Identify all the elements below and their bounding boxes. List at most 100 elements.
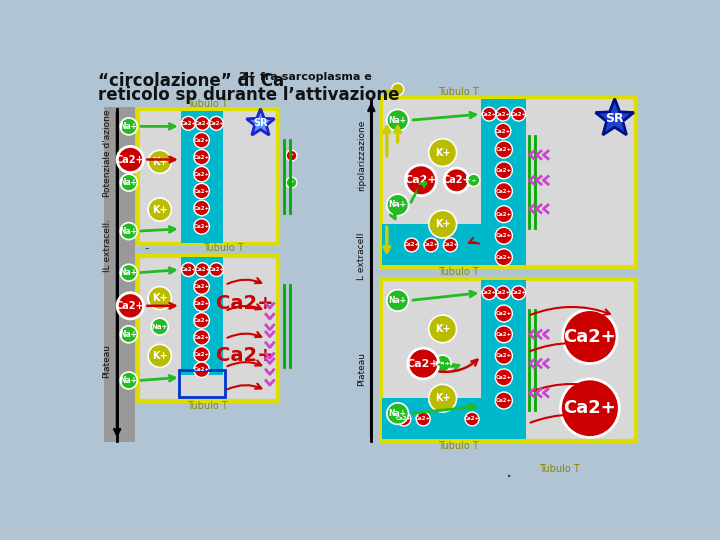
Text: Na+: Na+ xyxy=(120,227,138,235)
Text: L extracell: L extracell xyxy=(356,232,366,280)
Text: Ca2+: Ca2+ xyxy=(495,112,511,117)
Circle shape xyxy=(387,194,408,215)
Bar xyxy=(181,111,223,242)
Bar xyxy=(482,280,526,439)
Circle shape xyxy=(210,262,223,276)
Circle shape xyxy=(512,107,526,121)
Circle shape xyxy=(195,262,210,276)
Text: Ca2+: Ca2+ xyxy=(464,416,480,422)
Text: Ca2+: Ca2+ xyxy=(496,311,512,316)
Text: Ca2+: Ca2+ xyxy=(194,206,210,211)
Text: K+: K+ xyxy=(152,293,168,303)
Circle shape xyxy=(120,264,138,281)
Circle shape xyxy=(120,326,138,343)
Text: Ca2+: Ca2+ xyxy=(496,375,512,380)
Bar xyxy=(104,107,135,442)
Text: -: - xyxy=(144,241,149,254)
Text: K+: K+ xyxy=(152,157,168,167)
Text: K+: K+ xyxy=(435,219,451,229)
Circle shape xyxy=(387,403,408,424)
Text: Ca2+: Ca2+ xyxy=(495,129,511,133)
Circle shape xyxy=(444,168,469,193)
Text: “circolazione” di Ca: “circolazione” di Ca xyxy=(98,72,284,91)
Circle shape xyxy=(387,110,408,131)
Circle shape xyxy=(181,117,195,130)
Circle shape xyxy=(148,198,171,221)
Text: SR: SR xyxy=(253,118,268,129)
Text: Ca2+: Ca2+ xyxy=(496,168,512,173)
Text: Tubulo T: Tubulo T xyxy=(187,99,228,109)
Text: Ca2+: Ca2+ xyxy=(496,353,512,359)
Text: Ca2+: Ca2+ xyxy=(194,138,210,143)
Text: Ca2+: Ca2+ xyxy=(194,301,210,306)
Text: IL extracell.: IL extracell. xyxy=(102,219,112,272)
Text: Ca2+: Ca2+ xyxy=(116,301,145,311)
Text: Ca2+: Ca2+ xyxy=(510,290,526,295)
Circle shape xyxy=(194,184,210,199)
Circle shape xyxy=(148,287,171,309)
Bar xyxy=(179,370,225,397)
Circle shape xyxy=(117,293,143,319)
Text: Na+: Na+ xyxy=(152,323,168,329)
Text: .: . xyxy=(505,462,512,481)
Circle shape xyxy=(210,117,223,130)
Text: Ca2+: Ca2+ xyxy=(564,399,616,417)
Circle shape xyxy=(495,183,513,200)
Text: Tubulo T: Tubulo T xyxy=(203,243,243,253)
Circle shape xyxy=(495,347,513,365)
Text: Ca2+: Ca2+ xyxy=(496,332,512,337)
Circle shape xyxy=(194,279,210,294)
Text: Ca2+: Ca2+ xyxy=(407,359,440,369)
Circle shape xyxy=(397,412,411,426)
Text: Ca2+: Ca2+ xyxy=(496,212,512,217)
Circle shape xyxy=(194,362,210,377)
Text: -: - xyxy=(289,178,293,187)
Circle shape xyxy=(495,369,513,386)
Text: Ca2+: Ca2+ xyxy=(415,416,431,422)
Text: K+: K+ xyxy=(152,205,168,214)
Circle shape xyxy=(408,348,438,379)
Circle shape xyxy=(392,83,404,96)
Circle shape xyxy=(194,150,210,165)
Text: Ca2+: Ca2+ xyxy=(194,335,210,340)
Circle shape xyxy=(444,238,457,252)
Text: Ca2+: Ca2+ xyxy=(194,224,210,229)
Text: Ca2+: Ca2+ xyxy=(194,352,210,357)
Circle shape xyxy=(120,222,138,240)
Circle shape xyxy=(495,123,510,139)
Circle shape xyxy=(563,309,617,363)
Text: Tubulo T: Tubulo T xyxy=(438,441,479,451)
Text: K+: K+ xyxy=(435,393,451,403)
Circle shape xyxy=(495,141,513,158)
Text: Ca2+: Ca2+ xyxy=(496,147,512,152)
Circle shape xyxy=(195,117,210,130)
Text: Plateau: Plateau xyxy=(356,352,366,386)
Text: Ca2+: Ca2+ xyxy=(194,121,210,126)
Text: Ca2+: Ca2+ xyxy=(481,112,498,117)
Text: Na+: Na+ xyxy=(120,376,138,385)
Text: SR: SR xyxy=(606,112,624,125)
Text: Ca2+: Ca2+ xyxy=(496,188,512,193)
Circle shape xyxy=(181,262,195,276)
Circle shape xyxy=(416,412,431,426)
Text: Ca2+: Ca2+ xyxy=(116,154,145,165)
Circle shape xyxy=(194,166,210,182)
Text: Ca2+: Ca2+ xyxy=(194,267,210,272)
Circle shape xyxy=(120,174,138,191)
Text: Na+: Na+ xyxy=(120,268,138,277)
Circle shape xyxy=(194,330,210,345)
Bar xyxy=(181,257,223,375)
Text: Ca2+: Ca2+ xyxy=(194,154,210,160)
Text: Na+: Na+ xyxy=(389,409,407,418)
Text: Ca2+: Ca2+ xyxy=(564,328,616,346)
Text: K+: K+ xyxy=(152,351,168,361)
Bar xyxy=(138,256,277,401)
Circle shape xyxy=(428,211,456,238)
Text: Ca2+: Ca2+ xyxy=(208,267,225,272)
Text: Tubulo T: Tubulo T xyxy=(438,87,479,97)
Circle shape xyxy=(434,355,451,372)
Text: Na+: Na+ xyxy=(434,361,451,367)
Circle shape xyxy=(405,165,436,195)
Circle shape xyxy=(424,238,438,252)
Text: Tubulo T: Tubulo T xyxy=(539,464,580,474)
